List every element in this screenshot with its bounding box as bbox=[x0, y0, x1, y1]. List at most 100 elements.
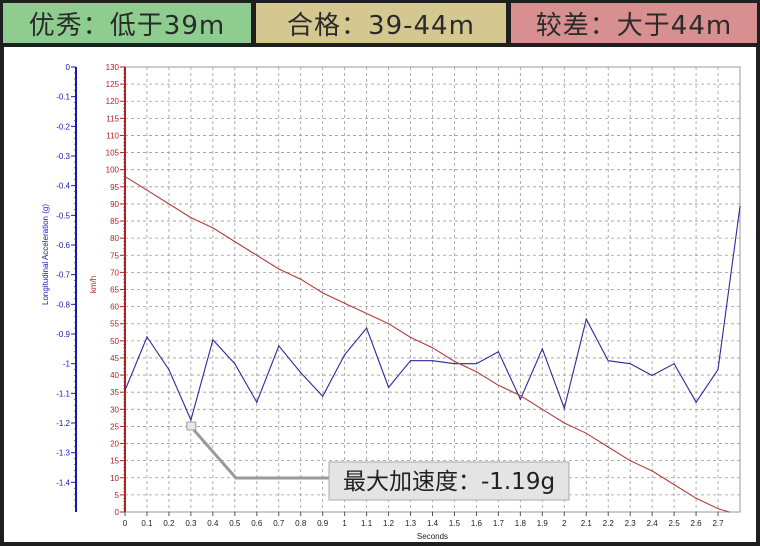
left-tick-label: -0.8 bbox=[56, 300, 70, 309]
speed-point bbox=[585, 432, 587, 434]
x-tick-label: 1.2 bbox=[383, 519, 395, 528]
x-tick-label: 1.7 bbox=[493, 519, 505, 528]
left-axis-label: Longitudinal Acceleration (g) bbox=[41, 204, 50, 305]
speed-point bbox=[322, 292, 324, 294]
x-tick-label: 1.1 bbox=[361, 519, 373, 528]
speed-tick-label: 130 bbox=[106, 63, 120, 72]
speed-tick-label: 120 bbox=[106, 97, 120, 106]
speed-point bbox=[278, 268, 280, 270]
left-tick-label: -1 bbox=[63, 360, 71, 369]
speed-point bbox=[234, 240, 236, 243]
left-tick-label: -0.5 bbox=[56, 211, 70, 220]
speed-tick-label: 5 bbox=[115, 491, 120, 500]
speed-point bbox=[607, 446, 609, 448]
acceleration-point bbox=[585, 318, 587, 320]
acceleration-point bbox=[541, 348, 543, 350]
series-group bbox=[124, 175, 741, 513]
x-axis-label: Seconds bbox=[417, 532, 448, 541]
acceleration-point bbox=[366, 327, 368, 329]
speed-point bbox=[629, 460, 631, 462]
banner-poor: 较差：大于44m bbox=[511, 3, 757, 43]
speed-tick-label: 125 bbox=[106, 80, 120, 89]
left-tick-label: -0.9 bbox=[56, 330, 70, 339]
left-tick-label: -0.4 bbox=[56, 182, 70, 191]
speed-tick-label: 65 bbox=[110, 286, 119, 295]
x-tick-label: 0 bbox=[123, 519, 128, 528]
speed-tick-label: 95 bbox=[110, 183, 119, 192]
x-tick-label: 1 bbox=[342, 519, 347, 528]
speed-point bbox=[256, 254, 258, 256]
x-tick-label: 2.6 bbox=[691, 519, 703, 528]
x-tick-label: 0.9 bbox=[317, 519, 329, 528]
speed-tick-label: 60 bbox=[110, 303, 119, 312]
speed-point bbox=[651, 470, 653, 472]
acceleration-point bbox=[387, 386, 390, 388]
left-tick-label: -0.1 bbox=[56, 93, 70, 102]
x-tick-label: 0.8 bbox=[295, 519, 307, 528]
acceleration-point bbox=[563, 407, 565, 409]
speed-point bbox=[124, 175, 126, 178]
acceleration-point bbox=[739, 205, 741, 208]
speed-point bbox=[453, 360, 456, 362]
speed-tick-label: 50 bbox=[110, 337, 119, 346]
speed-tick-label: 85 bbox=[110, 217, 119, 226]
x-tick-label: 2.7 bbox=[712, 519, 724, 528]
x-tick-label: 2.5 bbox=[669, 519, 681, 528]
x-tick-label: 1.3 bbox=[405, 519, 417, 528]
speed-tick-label: 80 bbox=[110, 234, 119, 243]
left-tick-label: -1.4 bbox=[56, 478, 70, 487]
speed-tick-label: 30 bbox=[110, 405, 119, 414]
x-tick-label: 1.6 bbox=[471, 519, 483, 528]
speed-point bbox=[146, 189, 148, 191]
x-tick-label: 0.7 bbox=[273, 519, 285, 528]
acceleration-point bbox=[497, 351, 499, 353]
acceleration-point bbox=[607, 360, 609, 362]
x-tick-label: 0.1 bbox=[141, 519, 153, 528]
speed-tick-label: 20 bbox=[110, 440, 119, 449]
acceleration-point bbox=[629, 363, 631, 365]
speed-point bbox=[387, 323, 390, 325]
braking-chart: 0 -0.1 -0.2 -0.3 -0.4 -0.5 -0.6 -0.7 -0.8 -0.9 -1 -… bbox=[41, 63, 741, 541]
acceleration-point bbox=[651, 374, 653, 377]
x-tick-label: 1.9 bbox=[537, 519, 549, 528]
acceleration-point bbox=[234, 363, 236, 365]
speed-tick-label: 100 bbox=[106, 166, 120, 175]
callout-line bbox=[192, 429, 329, 480]
left-tick-label: -0.3 bbox=[56, 152, 70, 161]
speed-tick-label: 90 bbox=[110, 200, 119, 209]
speed-point bbox=[563, 422, 565, 424]
speed-point bbox=[212, 227, 214, 229]
x-tick-label: 0.6 bbox=[251, 519, 263, 528]
acceleration-point bbox=[146, 336, 148, 338]
banner-qualified-text: 合格：39-44m bbox=[287, 10, 475, 41]
speed-point bbox=[366, 312, 368, 315]
left-tick-label: -1.3 bbox=[56, 449, 70, 458]
speed-tick-label: 115 bbox=[106, 114, 119, 123]
speed-point bbox=[519, 395, 521, 397]
speed-tick-label: 75 bbox=[110, 251, 119, 260]
speed-point bbox=[190, 217, 192, 219]
speed-point bbox=[541, 408, 543, 410]
left-tick-label: -0.2 bbox=[56, 122, 70, 131]
callout-text: 最大加速度：-1.19g bbox=[343, 469, 555, 495]
x-tick-label: 2.1 bbox=[581, 519, 593, 528]
acceleration-point bbox=[322, 395, 324, 397]
chart-panel: 0 -0.1 -0.2 -0.3 -0.4 -0.5 -0.6 -0.7 -0.8 -0.9 -1 -… bbox=[4, 47, 756, 542]
x-axis: 0 0.1 0.2 0.3 0.4 0.5 0.6 0.7 0.8 0.9 1 1.1 1.2 1.3 1.… bbox=[123, 512, 724, 541]
x-tick-label: 2.3 bbox=[625, 519, 637, 528]
speed-tick-label: 70 bbox=[110, 268, 119, 277]
speed-point bbox=[673, 484, 675, 486]
speed-point bbox=[695, 497, 697, 499]
speed-point bbox=[475, 371, 478, 373]
speed-tick-label: 55 bbox=[110, 320, 119, 329]
x-tick-label: 0.3 bbox=[185, 519, 197, 528]
acceleration-point bbox=[519, 398, 521, 400]
acceleration-point bbox=[300, 371, 302, 374]
acceleration-point bbox=[695, 401, 697, 403]
acceleration-point bbox=[453, 363, 456, 365]
x-tick-label: 0.5 bbox=[229, 519, 241, 528]
speed-tick-label: 40 bbox=[110, 371, 119, 380]
speed-tick-label: 10 bbox=[110, 474, 119, 483]
acceleration-point bbox=[431, 360, 434, 362]
speed-point bbox=[497, 384, 499, 386]
